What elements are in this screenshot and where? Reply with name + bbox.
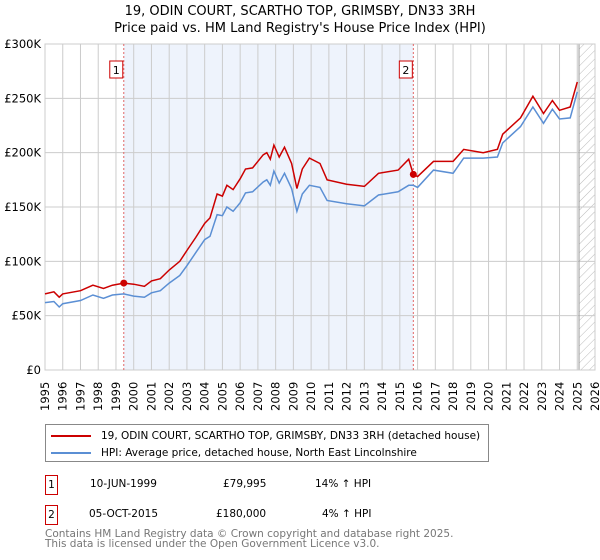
x-tick-label: 2024	[553, 382, 567, 411]
x-tick-label: 2026	[588, 382, 600, 411]
transaction-date: 10-JUN-1999	[90, 478, 157, 490]
x-tick-label: 2008	[269, 382, 283, 411]
sale-point	[409, 170, 417, 178]
transaction-date: 05-OCT-2015	[89, 508, 158, 520]
x-tick-label: 2000	[127, 382, 141, 411]
legend-swatch-blue	[51, 452, 91, 454]
y-tick-label: £100K	[4, 254, 41, 268]
x-tick-label: 2002	[162, 382, 176, 411]
y-tick-label: £300K	[4, 37, 41, 51]
property-price-line	[44, 81, 579, 299]
transaction-price: £79,995	[223, 478, 267, 490]
x-tick-label: 1995	[38, 382, 52, 411]
sale-marker-box	[398, 60, 413, 79]
x-tick-label: 2020	[482, 382, 496, 411]
y-tick-label: £250K	[4, 91, 41, 105]
x-tick-label: 2016	[411, 382, 425, 411]
x-tick-label: 1999	[109, 382, 123, 411]
transaction-row: 2 05-OCT-2015 £180,000 4% ↑ HPI	[45, 505, 445, 525]
x-tick-label: 2021	[499, 382, 513, 411]
x-tick-label: 1998	[91, 382, 105, 411]
transaction-badge: 1	[45, 475, 58, 495]
footer-copyright: Contains HM Land Registry data © Crown c…	[45, 528, 454, 540]
x-tick-label: 2025	[570, 382, 584, 411]
x-tick-label: 2007	[251, 382, 265, 411]
chart-title: 19, ODIN COURT, SCARTHO TOP, GRIMSBY, DN…	[124, 4, 476, 19]
footer: Contains HM Land Registry data © Crown c…	[45, 528, 454, 550]
transaction-hpi: 14% ↑ HPI	[315, 478, 372, 490]
x-tick-label: 2017	[428, 382, 442, 411]
hpi-line	[44, 91, 579, 309]
y-tick-label: £50K	[12, 309, 42, 323]
x-tick-label: 2012	[340, 382, 354, 411]
y-tick-label: £150K	[4, 200, 41, 214]
legend-item-hpi: HPI: Average price, detached house, Nort…	[51, 445, 417, 461]
y-tick-label: £0	[26, 363, 41, 377]
legend-item-property: 19, ODIN COURT, SCARTHO TOP, GRIMSBY, DN…	[51, 428, 480, 444]
x-tick-label: 2009	[286, 382, 300, 411]
x-tick-label: 2004	[198, 382, 212, 411]
sale-marker-label: 1	[113, 64, 120, 77]
x-tick-label: 2001	[144, 382, 158, 411]
transaction-row: 1 10-JUN-1999 £79,995 14% ↑ HPI	[45, 475, 445, 495]
x-tick-label: 2019	[464, 382, 478, 411]
legend-swatch-red	[51, 435, 91, 437]
transaction-hpi: 4% ↑ HPI	[322, 508, 372, 520]
x-tick-label: 2022	[517, 382, 531, 411]
price-chart: 1995 1996 1997 1998 1999 2000 2001 2002 2003 2004…	[4, 37, 600, 411]
legend-label: 19, ODIN COURT, SCARTHO TOP, GRIMSBY, DN…	[101, 430, 481, 442]
x-tick-label: 2013	[357, 382, 371, 411]
transaction-price: £180,000	[216, 508, 267, 520]
sale-marker-label: 2	[402, 64, 409, 77]
x-tick-label: 1997	[73, 382, 87, 411]
x-tick-label: 2014	[375, 382, 389, 411]
x-tick-label: 2010	[304, 382, 318, 411]
sale-point	[120, 279, 128, 287]
legend: 19, ODIN COURT, SCARTHO TOP, GRIMSBY, DN…	[45, 424, 489, 462]
legend-label: HPI: Average price, detached house, Nort…	[101, 447, 417, 459]
x-tick-label: 2015	[393, 382, 407, 411]
x-tick-label: 2011	[322, 382, 336, 411]
footer-licence: This data is licensed under the Open Gov…	[45, 538, 380, 550]
y-tick-label: £200K	[4, 146, 41, 160]
x-tick-label: 2005	[215, 382, 229, 411]
chart-subtitle: Price paid vs. HM Land Registry's House …	[114, 21, 486, 36]
sale-marker-box	[109, 60, 124, 79]
x-tick-label: 1996	[56, 382, 70, 411]
transaction-badge: 2	[45, 505, 58, 525]
x-tick-label: 2006	[233, 382, 247, 411]
x-tick-label: 2018	[446, 382, 460, 411]
x-tick-label: 2023	[535, 382, 549, 411]
plot-frame	[44, 43, 596, 371]
x-tick-label: 2003	[180, 382, 194, 411]
